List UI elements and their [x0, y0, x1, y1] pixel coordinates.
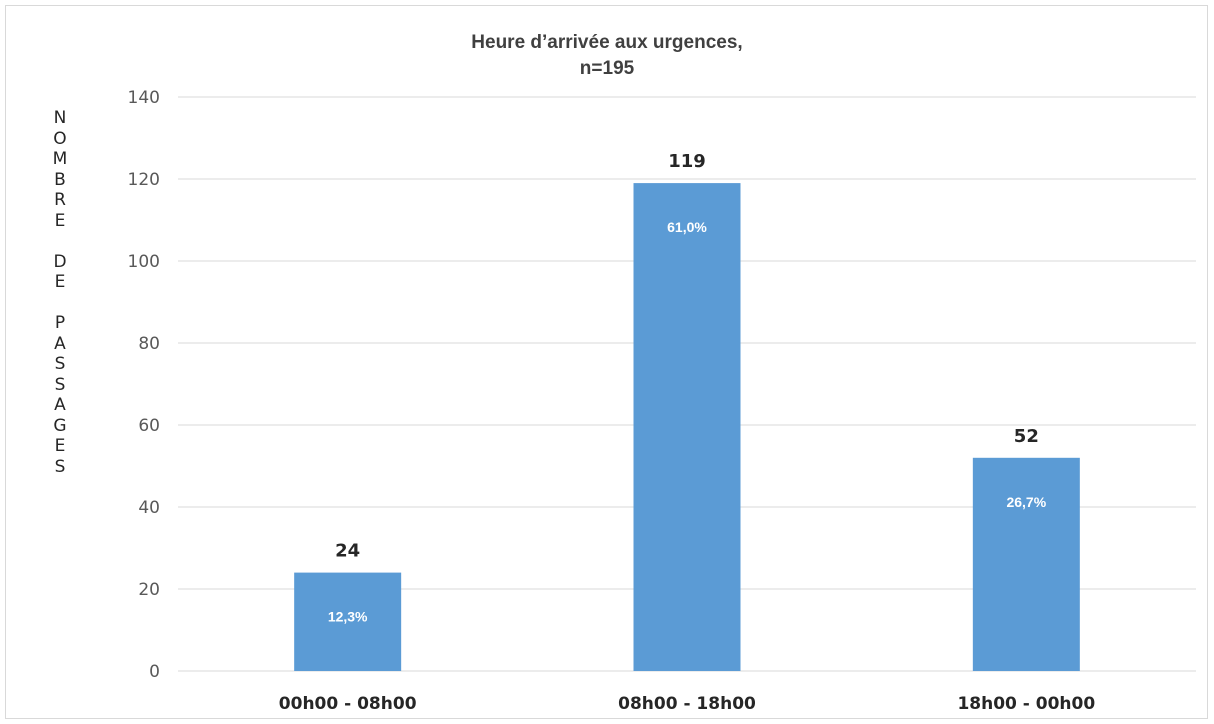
y-tick-label: 40	[138, 498, 160, 518]
y-tick-label: 100	[128, 252, 160, 272]
y-tick-label: 120	[128, 170, 160, 190]
bar-percent-label: 61,0%	[667, 219, 707, 235]
y-tick-label: 80	[138, 334, 160, 354]
bar-value-label: 52	[1014, 426, 1039, 447]
bar-percent-label: 12,3%	[328, 609, 368, 625]
y-axis-label: N O M B R E D E P A S S A G E S	[52, 108, 68, 477]
bar-percent-label: 26,7%	[1006, 494, 1046, 510]
x-tick-label: 18h00 - 00h00	[957, 694, 1095, 714]
y-tick-label: 20	[138, 580, 160, 600]
y-tick-label: 140	[128, 88, 160, 108]
x-tick-label: 08h00 - 18h00	[618, 694, 756, 714]
y-tick-label: 0	[149, 662, 160, 682]
chart-title-line-2: n=195	[579, 58, 635, 79]
bar	[972, 457, 1080, 671]
chart-title: Heure d’arrivée aux urgences, n=195	[0, 30, 1214, 82]
x-tick-label: 00h00 - 08h00	[279, 694, 417, 714]
bar-value-label: 24	[335, 541, 360, 562]
bar-value-label: 119	[668, 151, 706, 172]
y-tick-label: 60	[138, 416, 160, 436]
bar	[633, 183, 741, 671]
bar	[294, 572, 402, 671]
chart-title-line-1: Heure d’arrivée aux urgences,	[471, 32, 743, 53]
